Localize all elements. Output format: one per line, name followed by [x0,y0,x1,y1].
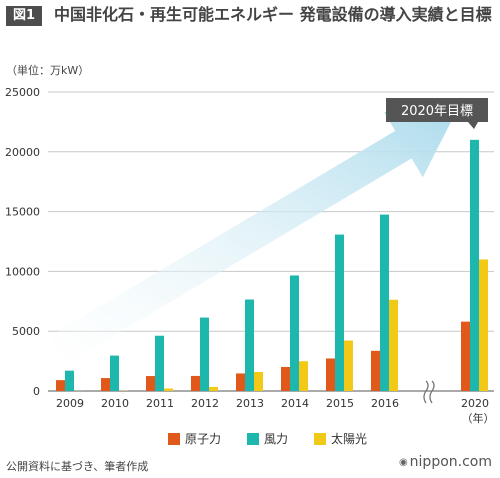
bar-solar-2014 [299,361,308,391]
legend-swatch-solar [314,432,327,445]
legend-item-nuclear: 原子力 [168,430,221,447]
y-tick-label: 15000 [5,206,40,219]
bar-solar-2020 [479,259,488,391]
bar-nuclear-2011 [146,376,155,391]
source-note: 公開資料に基づき、筆者作成 [6,460,149,473]
x-tick-label-2016: 2016 [371,397,399,410]
y-tick-label: 10000 [5,265,40,278]
y-tick-label: 20000 [5,146,40,159]
brand-logo[interactable]: ◉ nippon.com [399,454,492,470]
x-tick-label-2011: 2011 [146,397,174,410]
bar-nuclear-2015 [326,358,335,391]
axis-break-icon-2 [429,380,435,404]
bar-solar-2011 [164,388,173,391]
y-tick-label: 25000 [5,86,40,99]
figure-label: 図1 [6,6,42,26]
bar-solar-2016 [389,299,398,391]
bar-nuclear-2012 [191,375,200,391]
y-tick-label: 5000 [12,325,40,338]
bar-wind-2010 [110,355,119,391]
bar-wind-2012 [200,317,209,391]
y-tick-label: 0 [33,385,40,398]
bar-wind-2016 [380,214,389,391]
x-tick-label-2014: 2014 [281,397,309,410]
x-tick-label-2020: 2020 [461,397,489,410]
legend-label-solar: 太陽光 [331,432,368,446]
unit-label: （単位：万kW） [6,64,90,77]
globe-icon: ◉ [398,456,408,468]
target-callout-pointer [468,122,478,129]
x-axis-label: （年） [462,411,495,425]
bar-wind-2015 [335,234,344,391]
bar-solar-2013 [254,371,263,391]
bar-wind-2009 [65,370,74,391]
axis-break-icon [423,380,429,404]
legend-label-wind: 風力 [264,432,289,446]
bar-solar-2015 [344,340,353,391]
bar-wind-2011 [155,335,164,391]
bar-nuclear-2013 [236,373,245,391]
legend: 原子力 風力 太陽光 [168,430,367,447]
legend-item-solar: 太陽光 [314,430,367,447]
x-tick-label-2013: 2013 [236,397,264,410]
target-callout-label: 2020年目標 [401,104,473,119]
bar-nuclear-2010 [101,378,110,391]
bar-wind-2014 [290,275,299,391]
bar-wind-2020 [470,139,479,391]
x-tick-label-2009: 2009 [56,397,84,410]
bar-chart: 0 5000 10000 15000 20000 25000 2009 2010 2011 201… [5,86,495,425]
x-tick-label-2010: 2010 [101,397,129,410]
target-callout-box [386,98,488,122]
bar-solar-2012 [209,386,218,391]
legend-swatch-wind [247,432,260,445]
trend-arrow-icon [49,112,456,364]
legend-label-nuclear: 原子力 [185,432,222,446]
target-callout: 2020年目標 [386,98,488,129]
chart-title: 中国非化石・再生可能エネルギー 発電設備の導入実績と目標 [54,5,492,24]
legend-swatch-nuclear [168,432,180,445]
bar-nuclear-2020 [461,321,470,391]
x-tick-label-2012: 2012 [191,397,219,410]
x-tick-label-2015: 2015 [326,397,354,410]
bar-wind-2013 [245,299,254,391]
brand-name: nippon.com [409,454,492,470]
bar-nuclear-2014 [281,366,290,391]
bar-nuclear-2016 [371,350,380,391]
legend-item-wind: 風力 [247,430,288,447]
bar-nuclear-2009 [56,380,65,391]
